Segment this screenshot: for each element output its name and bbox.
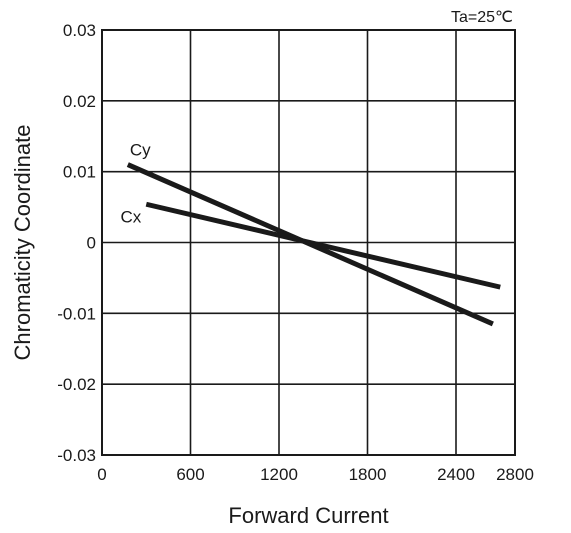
y-tick-label: 0.02 [63,92,96,111]
y-tick-label: 0 [87,234,96,253]
series-label-cy: Cy [130,141,151,160]
x-tick-label: 1800 [349,465,387,484]
y-tick-label: -0.01 [57,304,96,323]
plot-frame [101,29,516,456]
x-tick-label: 2800 [496,465,534,484]
grid [102,30,515,455]
series-layer: Cy Cx [120,141,501,327]
y-tick-label: -0.02 [57,375,96,394]
x-tick-label: 2400 [437,465,475,484]
series-label-cx: Cx [120,207,141,226]
y-tick-label: 0.01 [63,163,96,182]
y-tick-label: 0.03 [63,21,96,40]
tick-labels: 0 600 1200 1800 2400 2800 0.03 0.02 0.01 0 -0.01 -0… [57,21,534,484]
series-line-cx [145,201,501,290]
x-tick-label: 0 [97,465,106,484]
temperature-note: Ta=25℃ [451,9,513,26]
y-tick-label: -0.03 [57,446,96,465]
x-axis-label: Forward Current [228,503,388,528]
x-tick-label: 1200 [260,465,298,484]
y-axis-label: Chromaticity Coordinate [10,125,35,361]
x-tick-label: 600 [176,465,204,484]
